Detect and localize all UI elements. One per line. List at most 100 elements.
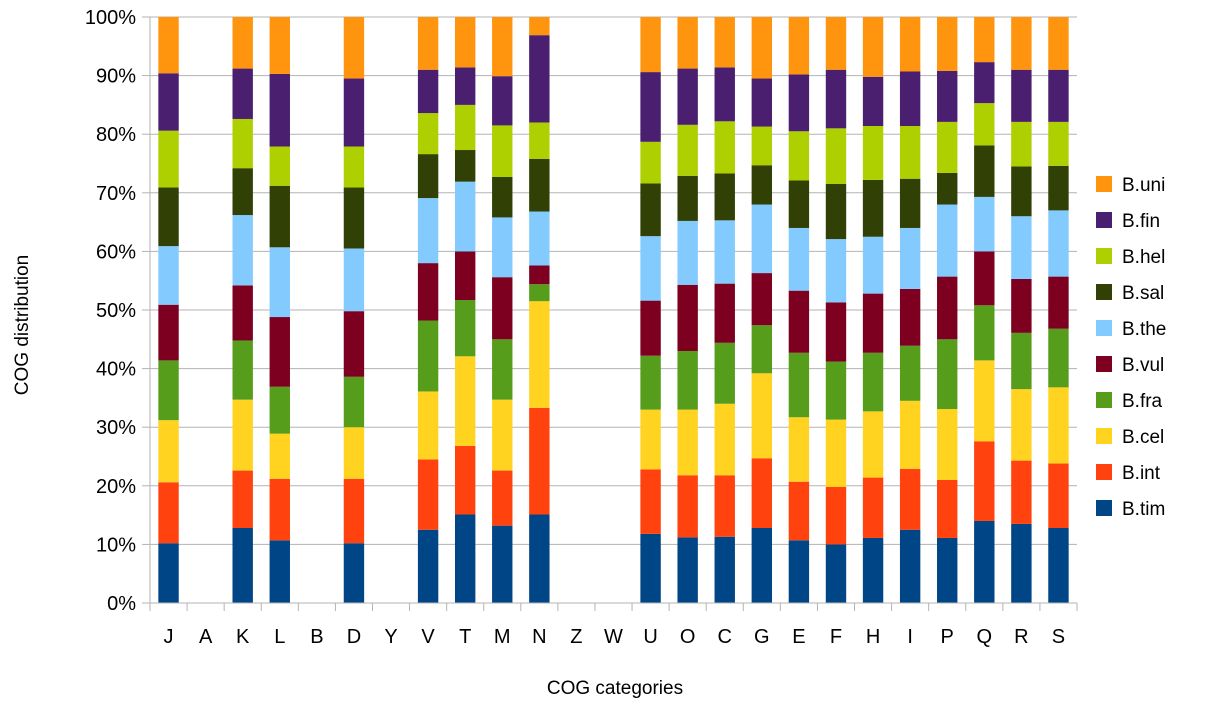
bar-segment-D-B.hel <box>343 146 365 188</box>
bar-segment-U-B.fin <box>640 72 661 142</box>
bar-segment-C-B.sal <box>714 173 735 221</box>
bar-segment-M-B.hel <box>492 125 513 177</box>
bar-segment-H-B.the <box>862 236 884 294</box>
bar-segment-G-B.the <box>751 204 773 274</box>
bar-segment-D-B.int <box>343 478 365 544</box>
bar-segment-M-B.sal <box>492 176 513 218</box>
bar-segment-E-B.the <box>788 227 810 291</box>
bar-segment-I-B.int <box>899 468 921 530</box>
bar-segment-G-B.hel <box>751 126 773 166</box>
bar-segment-E-B.fin <box>788 74 810 132</box>
bar-segment-M-B.uni <box>492 17 513 77</box>
bar-segment-T-B.uni <box>454 17 476 68</box>
x-tick-label: T <box>459 626 471 648</box>
bar-segment-S-B.fra <box>1048 328 1069 388</box>
bar-segment-R-B.vul <box>1011 278 1032 333</box>
legend-swatch-B.cel <box>1096 428 1112 444</box>
x-tick-label: S <box>1052 626 1065 648</box>
bar-segment-N-B.fra <box>529 284 550 302</box>
bar-segment-N-B.vul <box>529 265 550 285</box>
x-tick-label: Z <box>570 626 582 648</box>
bar-segment-H-B.vul <box>862 293 884 353</box>
bar-segment-E-B.uni <box>788 17 810 75</box>
bar-segment-P-B.int <box>937 479 958 538</box>
bar-segment-F-B.the <box>825 239 847 303</box>
x-tick-label: W <box>604 626 623 648</box>
y-tick-label: 10% <box>96 534 136 556</box>
bar-segment-M-B.cel <box>492 399 513 471</box>
legend-label-B.fra: B.fra <box>1122 391 1163 412</box>
bar-segment-F-B.uni <box>825 17 847 70</box>
x-tick-label: N <box>532 626 546 648</box>
bar-segment-G-B.vul <box>751 273 773 326</box>
x-tick-label: L <box>274 626 285 648</box>
bar-segment-V-B.uni <box>417 17 439 70</box>
x-tick-label: V <box>421 626 435 648</box>
bar-segment-N-B.cel <box>529 301 550 408</box>
bar-segment-S-B.tim <box>1048 527 1069 603</box>
bar-segment-O-B.cel <box>677 409 698 476</box>
bar-segment-E-B.cel <box>788 417 810 482</box>
bar-segment-J-B.hel <box>158 130 179 188</box>
y-tick-label: 30% <box>96 417 136 439</box>
bar-segment-R-B.sal <box>1011 166 1032 217</box>
bar-segment-R-B.cel <box>1011 389 1032 461</box>
bar-segment-E-B.sal <box>788 180 810 228</box>
bar-segment-R-B.fra <box>1011 332 1032 390</box>
bar-segment-R-B.hel <box>1011 121 1032 167</box>
bar-segment-T-B.fin <box>454 67 476 105</box>
bar-segment-S-B.int <box>1048 463 1069 528</box>
x-tick-label: C <box>718 626 732 648</box>
bar-segment-K-B.fra <box>232 340 253 400</box>
bar-segment-H-B.fin <box>862 76 884 126</box>
bar-segment-I-B.hel <box>899 125 921 179</box>
bar-segment-I-B.tim <box>899 529 921 603</box>
bar-segment-T-B.hel <box>454 104 476 151</box>
bar-segment-S-B.vul <box>1048 276 1069 329</box>
bar-segment-U-B.the <box>640 236 661 301</box>
bar-segment-K-B.cel <box>232 399 253 471</box>
bar-segment-U-B.cel <box>640 409 661 470</box>
bar-segment-L-B.uni <box>269 17 290 74</box>
bar-segment-I-B.fin <box>899 71 921 126</box>
bar-segment-O-B.the <box>677 220 698 285</box>
bar-segment-T-B.int <box>454 445 476 515</box>
bar-segment-Q-B.hel <box>974 103 995 146</box>
bar-segment-D-B.vul <box>343 311 365 377</box>
bar-segment-V-B.int <box>417 459 439 530</box>
bar-segment-V-B.vul <box>417 263 439 321</box>
bar-segment-H-B.fra <box>862 352 884 412</box>
bar-segment-J-B.vul <box>158 304 179 361</box>
bar-segment-R-B.int <box>1011 460 1032 524</box>
bar-segment-N-B.fin <box>529 35 550 123</box>
x-axis-title: COG categories <box>547 678 683 699</box>
x-tick-label: B <box>310 626 323 648</box>
legend-swatch-B.vul <box>1096 356 1112 372</box>
bar-segment-U-B.hel <box>640 141 661 184</box>
y-tick-label: 40% <box>96 359 136 381</box>
bar-segment-F-B.fra <box>825 361 847 420</box>
bar-segment-L-B.tim <box>269 540 290 603</box>
bar-segment-J-B.int <box>158 482 179 544</box>
bar-segment-P-B.uni <box>937 17 958 71</box>
bar-segment-F-B.hel <box>825 128 847 185</box>
bar-segment-O-B.vul <box>677 284 698 352</box>
axes <box>149 17 1078 611</box>
bar-segment-Q-B.tim <box>974 520 995 603</box>
bar-segment-I-B.vul <box>899 288 921 346</box>
y-axis-title: COG distribution <box>12 255 33 395</box>
bar-segment-T-B.tim <box>454 514 476 603</box>
x-tick-label: E <box>792 626 805 648</box>
bar-segment-H-B.sal <box>862 179 884 237</box>
bar-segment-M-B.int <box>492 470 513 526</box>
bar-segment-C-B.fin <box>714 67 735 122</box>
bar-segment-V-B.sal <box>417 154 439 199</box>
bar-segment-E-B.vul <box>788 290 810 353</box>
bar-segment-K-B.int <box>232 470 253 528</box>
bar-segment-N-B.the <box>529 211 550 266</box>
bar-segment-I-B.uni <box>899 17 921 72</box>
bar-segment-D-B.fra <box>343 376 365 428</box>
legend-label-B.cel: B.cel <box>1122 427 1164 448</box>
x-tick-label: K <box>236 626 250 648</box>
bar-segment-J-B.fra <box>158 360 179 421</box>
